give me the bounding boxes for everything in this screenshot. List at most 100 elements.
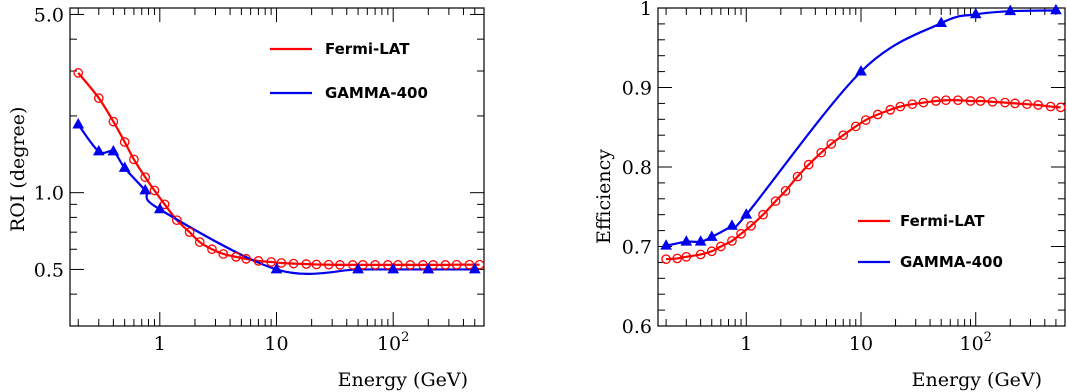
data-point-circle [1010, 98, 1020, 109]
data-point-circle [816, 147, 827, 158]
data-point-circle [440, 260, 451, 270]
y-tick-label: 0.6 [622, 316, 652, 338]
x-tick-label: 10 [849, 333, 873, 355]
y-tick-label: 0.5 [34, 259, 64, 281]
data-point-circle [706, 246, 717, 257]
data-point-triangle [740, 208, 753, 219]
efficiency-y-axis-label: Efficiency [593, 149, 615, 244]
data-point-circle [1033, 100, 1043, 110]
data-point-triangle [705, 230, 718, 241]
y-tick-label: 0.9 [622, 78, 652, 100]
data-point-circle [140, 172, 151, 183]
data-point-triangle [153, 202, 166, 214]
data-point-triangle [139, 183, 152, 195]
data-point-circle [218, 249, 229, 259]
data-point-circle [194, 237, 205, 247]
data-point-circle [907, 99, 918, 110]
data-point-triangle [270, 262, 283, 274]
data-point-circle [383, 260, 393, 270]
efficiency-x-axis-label: Energy (GeV) [912, 369, 1042, 391]
data-point-triangle [422, 262, 435, 274]
data-point-triangle [118, 161, 131, 172]
data-point-circle [405, 260, 416, 270]
data-point-circle [149, 185, 160, 196]
data-point-circle [770, 196, 781, 207]
data-point-circle [231, 252, 241, 262]
roi-x-axis-label: Energy (GeV) [338, 369, 468, 391]
data-point-circle [418, 260, 428, 270]
x-tick-label: 10 [264, 333, 288, 355]
data-point-circle [1022, 99, 1032, 110]
x-tick-label: 102 [959, 330, 991, 355]
data-point-circle [792, 171, 803, 182]
data-point-triangle [969, 7, 982, 19]
efficiency-chart: 1 10 102 0.6 0.7 0.8 0.9 1 Energy (GeV) Efficie… [593, 0, 1066, 391]
efficiency-markers [660, 3, 1066, 265]
data-point-triangle [72, 118, 85, 129]
data-point-circle [885, 104, 896, 115]
data-point-circle [172, 215, 182, 226]
data-point-circle [715, 241, 726, 252]
y-tick-label: 1 [640, 0, 652, 20]
data-point-circle [370, 260, 380, 270]
data-point-circle [266, 257, 277, 267]
data-point-triangle [1004, 4, 1017, 16]
efficiency-legend-label-fermi: Fermi-LAT [900, 212, 985, 230]
data-point-triangle [855, 65, 867, 76]
data-point-circle [119, 137, 130, 147]
efficiency-legend-label-gamma: GAMMA-400 [900, 253, 1003, 271]
data-point-circle [931, 96, 941, 106]
data-point-circle [758, 209, 768, 220]
data-point-circle [918, 97, 929, 108]
data-point-circle [241, 254, 252, 264]
data-point-circle [253, 256, 264, 266]
efficiency-plot-frame [657, 7, 1066, 327]
data-point-circle [681, 251, 692, 262]
roi-tick-marks [70, 8, 485, 327]
data-point-circle [672, 253, 683, 264]
data-point-circle [1000, 97, 1010, 108]
roi-y-axis-label: ROI (degree) [7, 107, 29, 232]
data-point-circle [736, 228, 746, 239]
data-point-circle [323, 259, 334, 270]
data-point-circle [276, 258, 287, 268]
data-point-circle [695, 249, 706, 260]
data-point-circle [301, 259, 312, 269]
y-tick-label: 5.0 [34, 4, 64, 26]
y-tick-label: 0.8 [622, 157, 652, 179]
data-point-circle [347, 260, 358, 270]
data-point-circle [746, 220, 756, 231]
data-point-circle [803, 159, 814, 170]
roi-legend-label-fermi: Fermi-LAT [325, 40, 410, 58]
x-tick-label: 1 [740, 333, 752, 355]
data-point-circle [987, 96, 998, 107]
data-point-circle [850, 121, 861, 132]
data-point-circle [780, 186, 791, 196]
data-point-triangle [468, 262, 481, 274]
roi-tick-labels: 1 10 102 0.5 1.0 5.0 [34, 4, 410, 355]
roi-markers [72, 68, 485, 274]
roi-plot-frame [69, 7, 485, 327]
data-point-triangle [726, 219, 738, 230]
data-point-circle [108, 116, 119, 127]
data-point-circle [1055, 102, 1066, 113]
data-point-circle [975, 96, 986, 106]
data-point-circle [826, 139, 837, 149]
data-point-circle [872, 109, 883, 120]
roi-legend-label-gamma: GAMMA-400 [325, 84, 428, 102]
series-line [665, 9, 1056, 247]
efficiency-tick-labels: 1 10 102 0.6 0.7 0.8 0.9 1 [622, 0, 992, 355]
y-tick-label: 0.7 [622, 237, 652, 259]
data-point-circle [311, 259, 322, 270]
series-line [77, 123, 475, 275]
data-point-circle [860, 115, 871, 125]
data-point-circle [941, 95, 951, 106]
roi-legend: Fermi-LAT GAMMA-400 [270, 40, 428, 102]
y-tick-label: 1.0 [34, 183, 64, 205]
data-point-triangle [107, 145, 120, 156]
data-point-circle [288, 258, 299, 269]
data-point-triangle [92, 145, 105, 156]
series-line [666, 99, 1061, 261]
x-tick-label: 102 [377, 330, 409, 355]
